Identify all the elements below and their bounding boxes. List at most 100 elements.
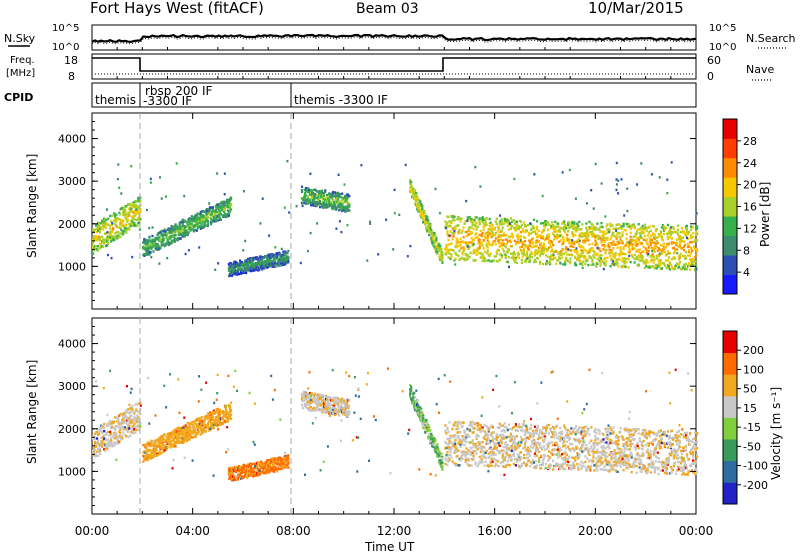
echo-cell: [247, 259, 250, 262]
cpid-seg-1b: -3300 IF: [143, 94, 192, 108]
echo-cell: [476, 236, 479, 239]
echo-cell: [104, 223, 107, 227]
echo-cell: [119, 431, 122, 435]
echo-cell: [105, 218, 108, 222]
echo-cell: [644, 261, 647, 264]
echo-cell: [532, 245, 536, 248]
echo-cell: [180, 436, 183, 439]
echo-cell: [692, 231, 695, 235]
echo-cell: [156, 236, 159, 240]
echo-cell: [687, 230, 691, 234]
echo-cell: [594, 239, 597, 243]
echo-cell: [645, 229, 648, 232]
echo-cell: [505, 221, 508, 224]
echo-cell: [677, 265, 681, 269]
echo-cell: [131, 408, 134, 411]
echo-cell: [521, 228, 524, 231]
echo-cell: [148, 455, 151, 458]
echo-cell: [418, 198, 421, 202]
echo-cell: [202, 219, 205, 222]
echo-cell: [105, 433, 108, 436]
echo-cell: [339, 208, 342, 211]
echo-cell: [540, 252, 543, 255]
echo-cell: [412, 189, 415, 193]
echo-cell: [150, 256, 153, 259]
echo-cell: [256, 256, 259, 259]
echo-cell: [177, 228, 180, 231]
echo-cell: [497, 233, 500, 237]
echo-cell: [123, 206, 126, 210]
echo-cell: [199, 426, 202, 429]
echo-cell: [578, 239, 581, 243]
echo-cell: [508, 235, 511, 239]
echo-cell: [648, 225, 651, 228]
echo-cell: [108, 423, 111, 426]
noise-panel: N.Sky 10^5 10^0 10^5 10^0 N.Search: [4, 23, 796, 53]
echo-cell: [563, 220, 566, 223]
echo-cell: [594, 237, 597, 240]
echo-cell: [491, 241, 494, 245]
echo-cell: [627, 258, 630, 261]
echo-cell: [478, 220, 481, 224]
echo-cell: [130, 406, 133, 410]
echo-cell: [521, 230, 524, 233]
echo-cell: [675, 262, 679, 266]
echo-cell: [110, 439, 113, 442]
echo-cell: [515, 220, 518, 223]
echo-cell: [509, 217, 512, 220]
echo-cell: [300, 190, 304, 194]
echo-cell: [481, 259, 484, 262]
echo-cell: [450, 242, 453, 245]
echo-cell: [97, 442, 100, 445]
echo-cell: [213, 412, 216, 415]
echo-cell: [456, 238, 459, 242]
echo-cell: [510, 245, 513, 248]
echo-cell: [583, 241, 586, 244]
echo-cell: [480, 233, 483, 236]
echo-cell: [341, 199, 344, 202]
echo-cell: [129, 420, 132, 423]
echo-cell: [127, 219, 130, 222]
echo-cell: [501, 243, 504, 247]
echo-cell: [499, 252, 502, 255]
echo-cell: [232, 270, 236, 273]
echo-cell: [430, 228, 433, 232]
echo-cell: [554, 220, 557, 224]
echo-cell: [540, 236, 543, 240]
echo-cell: [133, 221, 136, 225]
echo-cell: [679, 236, 683, 239]
echo-cell: [545, 254, 548, 257]
echo-cell: [562, 235, 565, 239]
echo-cell: [97, 448, 100, 452]
echo-cell: [585, 202, 588, 205]
echo-cell: [441, 252, 444, 255]
echo-cell: [122, 415, 125, 418]
echo-cell: [496, 230, 499, 233]
echo-cell: [279, 260, 282, 263]
echo-cell: [173, 443, 176, 446]
echo-cell: [500, 229, 503, 232]
echo-cell: [133, 422, 136, 426]
echo-cell: [98, 225, 101, 229]
echo-cell: [195, 423, 198, 426]
echo-cell: [630, 254, 633, 257]
echo-cell: [423, 211, 426, 214]
echo-cell: [621, 242, 624, 245]
echo-cell: [494, 220, 497, 223]
echo-cell: [210, 210, 213, 214]
echo-cell: [199, 423, 202, 427]
echo-cell: [130, 207, 133, 211]
echo-cell: [130, 410, 133, 414]
echo-cell: [216, 204, 219, 207]
echo-cell: [251, 267, 254, 270]
echo-cell: [678, 256, 682, 259]
echo-cell: [545, 260, 548, 263]
echo-cell: [308, 198, 312, 201]
echo-cell: [438, 249, 441, 253]
echo-cell: [549, 242, 552, 245]
echo-cell: [129, 415, 132, 418]
echo-cell: [450, 253, 453, 256]
echo-cell: [681, 236, 685, 239]
echo-cell: [635, 232, 638, 235]
echo-cell: [433, 242, 436, 246]
